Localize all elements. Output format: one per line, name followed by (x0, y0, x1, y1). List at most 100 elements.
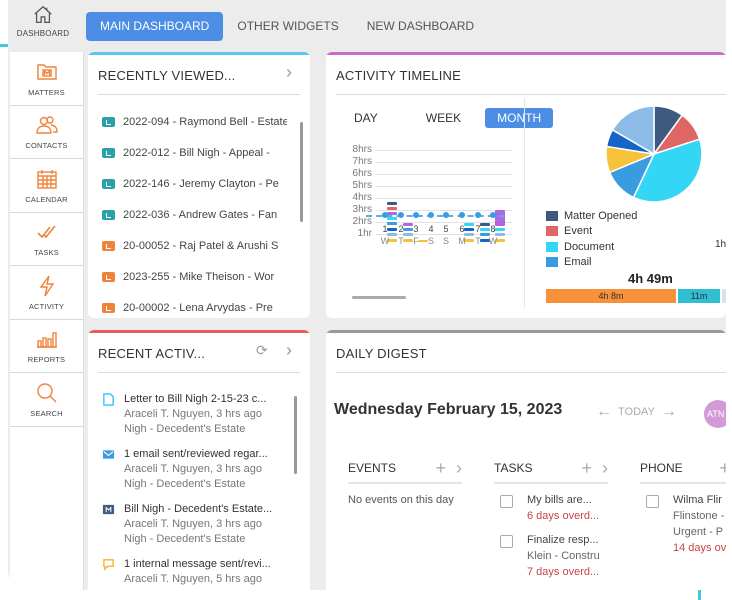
task-checkbox[interactable] (500, 495, 513, 508)
range-tab-day[interactable]: DAY (354, 111, 378, 125)
tab-new-dashboard[interactable]: NEW DASHBOARD (366, 19, 475, 33)
refresh-icon[interactable]: ⟳ (256, 342, 268, 358)
gridline (376, 150, 512, 151)
divider (524, 98, 525, 308)
empty-state: No events on this day (348, 494, 454, 506)
today-button[interactable]: TODAY (618, 406, 655, 418)
sidebar-item-tasks[interactable]: TASKS (10, 213, 83, 266)
x-axis-line (366, 215, 504, 217)
sidebar-item-calendar[interactable]: CALENDAR (10, 159, 83, 213)
legend-value: 1h (715, 239, 726, 250)
matters-folder-icon (36, 64, 57, 80)
x-axis-label: 2 (398, 224, 404, 234)
recently-viewed-list: 2022-094 - Raymond Bell - Estate 2022-01… (102, 106, 287, 318)
gridline (376, 234, 512, 235)
x-axis-day: T (398, 236, 404, 246)
legend-swatch (546, 210, 558, 221)
sidebar-item-contacts[interactable]: CONTACTS (10, 106, 83, 159)
app-frame: DASHBOARD MAIN DASHBOARD OTHER WIDGETS N… (8, 0, 726, 590)
range-tab-week[interactable]: WEEK (425, 111, 462, 125)
litigation-folder-icon (102, 209, 115, 220)
chevron-right-icon[interactable]: › (456, 457, 462, 478)
widget-title: DAILY DIGEST (336, 346, 427, 361)
total-time: 4h 49m (628, 271, 673, 286)
legend-item: Document (546, 239, 637, 255)
matter-folder-icon (102, 240, 115, 251)
task-checkbox[interactable] (500, 535, 513, 548)
horizontal-scrollbar[interactable] (352, 296, 406, 299)
x-axis-day: T (475, 236, 481, 246)
chevron-right-icon[interactable]: › (286, 340, 292, 360)
matter-folder-icon (102, 302, 115, 313)
summary-bar-segment[interactable]: 4h 8m (546, 289, 676, 303)
list-item[interactable]: 2022-146 - Jeremy Clayton - Pe (102, 168, 287, 199)
x-point (428, 212, 434, 218)
widget-title: RECENT ACTIV... (98, 346, 206, 361)
x-point (490, 212, 496, 218)
recent-activity-widget: RECENT ACTIV... ⟳ › Letter to Bill Nigh … (88, 330, 310, 590)
digest-date: Wednesday February 15, 2023 (334, 401, 563, 418)
events-column: EVENTS + › No events on this day (348, 458, 462, 506)
list-item[interactable]: 20-00002 - Lena Arvydas - Pre (102, 292, 287, 318)
home-label: DASHBOARD (16, 29, 70, 38)
list-item[interactable]: 2022-036 - Andrew Gates - Fan (102, 199, 287, 230)
message-icon (103, 559, 114, 571)
list-item[interactable]: 2022-012 - Bill Nigh - Appeal - (102, 137, 287, 168)
list-item[interactable]: 2023-255 - Mike Theison - Wor (102, 261, 287, 292)
x-axis-label: 8 (490, 224, 496, 234)
events-header: EVENTS + › (348, 458, 462, 484)
tab-main-dashboard[interactable]: MAIN DASHBOARD (86, 12, 224, 41)
avatar[interactable]: ATN (704, 400, 726, 428)
chevron-right-icon[interactable]: › (286, 62, 292, 82)
matter-folder-icon (102, 504, 115, 515)
list-item[interactable]: 1 email sent/reviewed regar... Araceli T.… (102, 447, 292, 492)
legend-item: Matter Opened (546, 208, 637, 224)
daily-digest-widget: DAILY DIGEST Wednesday February 15, 2023… (326, 330, 726, 590)
plus-icon[interactable]: + (435, 457, 446, 478)
x-axis-label: 5 (443, 224, 449, 234)
activity-pie-chart[interactable] (604, 104, 704, 204)
list-item[interactable]: 20-00052 - Raj Patel & Arushi S (102, 230, 287, 261)
list-item[interactable]: Letter to Bill Nigh 2-15-23 c... Araceli … (102, 392, 292, 437)
summary-bar-segment[interactable]: 11m (678, 289, 720, 303)
litigation-folder-icon (102, 116, 115, 127)
search-icon (36, 383, 56, 403)
matter-folder-icon (102, 271, 115, 282)
list-item[interactable]: 1 internal message sent/revi... Araceli T… (102, 557, 292, 587)
arrow-left-icon[interactable]: ← (596, 403, 612, 420)
sidebar-item-search[interactable]: SEARCH (10, 373, 83, 427)
plus-icon[interactable]: + (581, 457, 592, 478)
widget-title: ACTIVITY TIMELINE (336, 68, 462, 83)
task-item[interactable]: My bills are... 6 days overd... (494, 492, 608, 524)
phone-item[interactable]: Wilma Flir Flinstone - Urgent - P 14 days o… (640, 492, 726, 556)
task-item[interactable]: Finalize resp... Klein - Constru 7 days ov… (494, 532, 608, 580)
list-item[interactable]: Bill Nigh - Decedent's Estate... Araceli … (102, 502, 292, 547)
widget-color-stripe (326, 52, 726, 55)
sidebar-label: SEARCH (30, 408, 63, 418)
range-tab-month[interactable]: MONTH (485, 108, 554, 128)
legend-item: Email (546, 255, 637, 271)
sidebar-item-reports[interactable]: REPORTS (10, 320, 83, 373)
recent-activity-list: Letter to Bill Nigh 2-15-23 c... Araceli … (102, 392, 292, 590)
list-item[interactable]: 2022-094 - Raymond Bell - Estate (102, 106, 287, 137)
sidebar-label: TASKS (33, 248, 60, 258)
sidebar-label: CALENDAR (25, 194, 68, 204)
sidebar-label: REPORTS (27, 355, 66, 365)
vertical-scrollbar[interactable] (300, 122, 303, 222)
document-icon (103, 393, 114, 406)
sidebar-label: ACTIVITY (28, 301, 65, 311)
tab-other-widgets[interactable]: OTHER WIDGETS (237, 19, 339, 33)
dashboard-home-button[interactable]: DASHBOARD (10, 4, 76, 46)
phone-checkbox[interactable] (646, 495, 659, 508)
arrow-right-icon[interactable]: → (660, 403, 677, 420)
chevron-right-icon[interactable]: › (602, 457, 608, 478)
plus-icon[interactable]: + (719, 457, 726, 478)
vertical-scrollbar[interactable] (294, 396, 297, 474)
sidebar-item-activity[interactable]: ACTIVITY (10, 266, 83, 320)
summary-bar-segment[interactable] (722, 289, 726, 303)
tasks-header: TASKS + › (494, 458, 608, 484)
range-tabs: DAY WEEK MONTH (342, 108, 554, 128)
pie-legend: Matter Opened Event Document Email (546, 208, 637, 270)
sidebar-item-matters[interactable]: MATTERS (10, 52, 83, 106)
activity-timeline-widget: ACTIVITY TIMELINE DAY WEEK MONTH 8hrs 7h… (326, 52, 726, 318)
